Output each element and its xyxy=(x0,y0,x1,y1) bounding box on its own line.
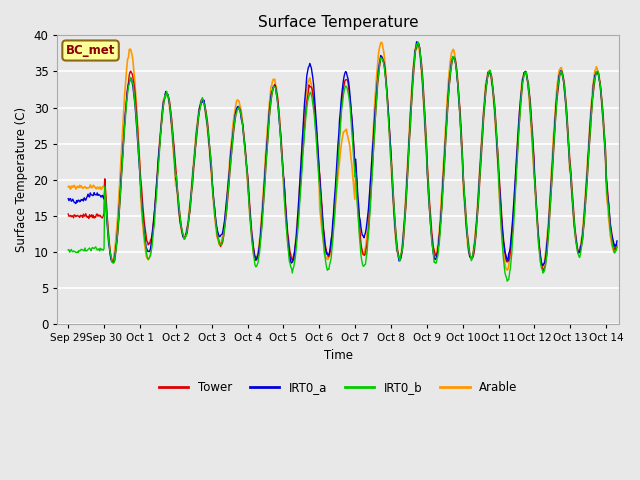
IRT0_a xyxy=(388,162,396,168)
IRT0_b xyxy=(564,136,572,142)
Y-axis label: Surface Temperature (C): Surface Temperature (C) xyxy=(15,107,28,252)
Arable xyxy=(442,112,450,118)
Tower xyxy=(334,152,342,157)
Tower xyxy=(442,128,450,133)
Line: Tower: Tower xyxy=(68,42,617,271)
IRT0_b xyxy=(504,278,511,284)
IRT0_a xyxy=(209,180,216,185)
Tower xyxy=(540,268,547,274)
Tower xyxy=(209,179,216,185)
IRT0_b xyxy=(442,129,450,134)
Tower xyxy=(65,211,72,217)
IRT0_b xyxy=(185,218,193,224)
Arable xyxy=(504,267,511,273)
Arable xyxy=(209,186,216,192)
Line: IRT0_b: IRT0_b xyxy=(68,42,617,281)
Arable xyxy=(334,172,342,178)
Line: Arable: Arable xyxy=(68,42,617,270)
Tower xyxy=(185,218,193,224)
IRT0_b xyxy=(334,159,342,165)
IRT0_a xyxy=(334,141,342,146)
Arable xyxy=(613,242,621,248)
Text: BC_met: BC_met xyxy=(66,44,115,57)
IRT0_a xyxy=(540,263,547,268)
Arable xyxy=(65,184,72,190)
Arable xyxy=(388,181,396,187)
IRT0_b xyxy=(65,247,72,252)
Tower xyxy=(388,156,396,162)
Arable xyxy=(378,39,385,45)
IRT0_a xyxy=(564,138,572,144)
Tower xyxy=(414,39,422,45)
Arable xyxy=(185,211,193,217)
IRT0_b xyxy=(209,183,216,189)
Arable xyxy=(564,140,572,145)
IRT0_a xyxy=(613,238,621,244)
IRT0_b xyxy=(613,244,621,250)
Legend: Tower, IRT0_a, IRT0_b, Arable: Tower, IRT0_a, IRT0_b, Arable xyxy=(154,377,522,399)
X-axis label: Time: Time xyxy=(324,349,353,362)
IRT0_b xyxy=(414,39,422,45)
Tower xyxy=(564,131,572,136)
Tower xyxy=(613,244,621,250)
Line: IRT0_a: IRT0_a xyxy=(68,42,617,265)
IRT0_a xyxy=(65,196,72,202)
IRT0_a xyxy=(185,217,193,223)
IRT0_a xyxy=(413,39,420,45)
IRT0_b xyxy=(388,160,396,166)
IRT0_a xyxy=(442,124,450,130)
Title: Surface Temperature: Surface Temperature xyxy=(258,15,419,30)
